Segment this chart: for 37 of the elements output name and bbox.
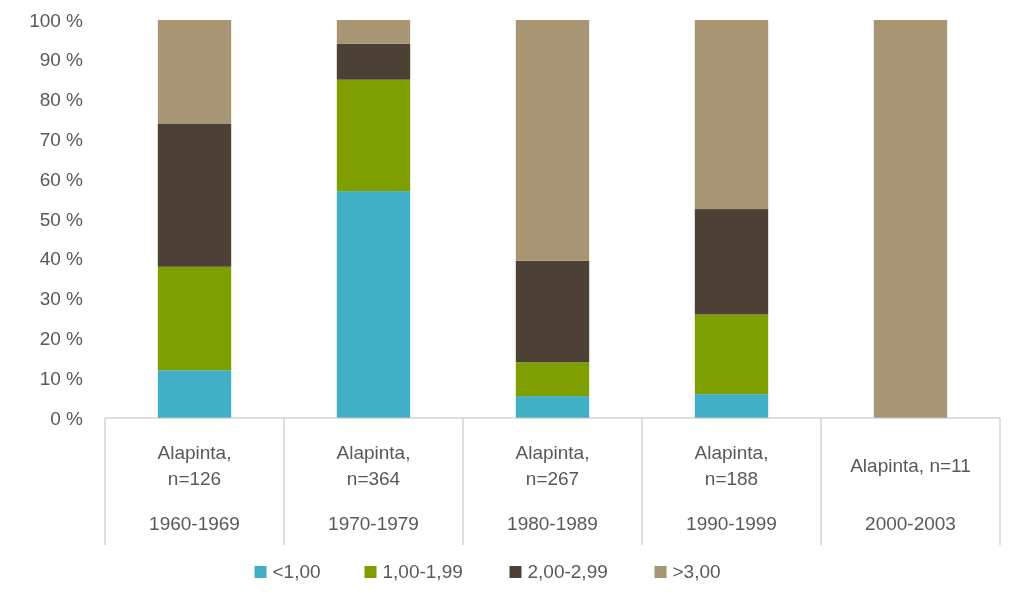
y-tick-label: 50 % [39,208,84,230]
y-tick-label: 30 % [39,288,84,310]
legend-label: 2,00-2,99 [527,561,608,582]
bar [694,20,769,210]
y-tick-label: 100 % [29,9,84,31]
legend-label: <1,00 [272,561,321,582]
category-label: Alapinta, n=364 1970-1979 [328,442,419,534]
bar [336,43,411,80]
bar [157,266,232,371]
bar [515,260,590,363]
category-label: Alapinta, n=267 1980-1989 [507,442,598,534]
bar [515,362,590,397]
bar [873,20,948,418]
y-tick-label: 40 % [39,248,84,270]
bar [157,20,232,124]
legend-label: >3,00 [672,561,721,582]
y-tick-label: 60 % [39,168,84,190]
bar [336,79,411,192]
y-tick-label: 10 % [39,367,84,389]
category-label: Alapinta, n=126 1960-1969 [149,442,240,534]
bar [515,20,590,261]
y-tick-label: 90 % [39,49,84,71]
y-tick-label: 80 % [39,89,84,111]
bar [157,370,232,418]
bar [336,191,411,418]
y-tick-label: 0 % [50,407,84,429]
bar [694,394,769,418]
category-label: Alapinta, n=188 1990-1999 [686,442,777,534]
legend-label: 1,00-1,99 [382,561,463,582]
bar [694,314,769,395]
bar [694,209,769,315]
bar [515,396,590,418]
category-label: Alapinta, n=11 2000-2003 [850,455,971,534]
y-tick-label: 70 % [39,129,84,151]
bar [336,20,411,44]
bar [157,123,232,267]
y-tick-label: 20 % [39,328,84,350]
